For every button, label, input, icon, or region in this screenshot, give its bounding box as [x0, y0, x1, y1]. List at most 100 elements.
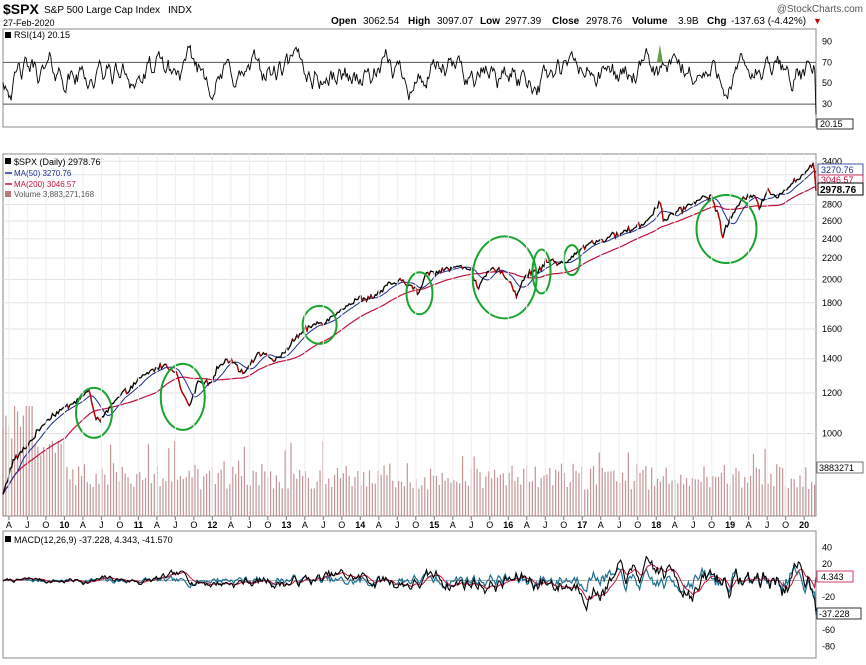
volume-bar — [735, 468, 737, 516]
price-down-segment — [509, 281, 513, 287]
volume-bar — [72, 469, 74, 516]
volume-bar — [429, 468, 432, 516]
price-down-segment — [712, 199, 715, 204]
volume-bar — [720, 472, 723, 516]
volume-bar — [80, 476, 83, 516]
x-tick-label: J — [173, 520, 178, 530]
price-down-segment — [367, 296, 371, 299]
volume-bar — [787, 487, 789, 516]
volume-bar — [685, 477, 688, 516]
price-down-segment — [271, 358, 275, 362]
macd-last-tag-box — [816, 607, 862, 620]
rsi-y-tick: 50 — [822, 78, 832, 88]
volume-bar — [427, 489, 429, 516]
price-down-segment — [286, 347, 289, 351]
volume-bar — [57, 441, 59, 516]
date: 27-Feb-2020 — [3, 18, 55, 28]
volume-bar — [139, 472, 141, 516]
volume-bar — [275, 475, 278, 516]
volume-bar — [691, 477, 693, 516]
volume-bar — [435, 475, 438, 516]
volume-bar — [621, 472, 624, 516]
x-tick-label: J — [691, 520, 696, 530]
volume-bar — [738, 471, 740, 516]
volume-bar — [51, 441, 54, 516]
price-down-segment — [813, 171, 817, 191]
volume-bar — [811, 481, 813, 516]
volume-bar — [147, 443, 150, 516]
signal-last-tag-text: 4.343 — [821, 572, 844, 582]
chg-label: Chg — [707, 16, 726, 27]
volume-bar — [316, 481, 318, 516]
volume-bar — [767, 483, 769, 516]
price-down-segment — [360, 295, 363, 301]
price-down-segment — [296, 334, 299, 338]
volume-bar — [153, 473, 155, 516]
volume-bar — [776, 464, 778, 516]
volume-bar — [584, 489, 586, 516]
pullback-circle — [405, 271, 434, 316]
volume-bar — [744, 476, 746, 516]
volume-bars — [2, 406, 816, 516]
volume-bar — [104, 474, 106, 516]
volume-bar — [208, 470, 211, 516]
x-tick-label: O — [486, 520, 493, 530]
volume-bar — [37, 446, 39, 516]
volume-bar — [110, 444, 112, 516]
x-tick-label: A — [154, 520, 160, 530]
annotation-circles — [74, 193, 758, 439]
volume-bar — [604, 472, 606, 516]
macd-signal-line — [2, 563, 817, 601]
price-down-segment — [176, 375, 180, 382]
price-y-tick: 2000 — [822, 274, 842, 284]
volume-bar — [5, 415, 7, 516]
x-tick-label: A — [80, 520, 86, 530]
volume-bar — [607, 471, 609, 516]
volume-bar — [450, 482, 452, 516]
price-legend-swatch — [5, 158, 11, 164]
volume-bar — [365, 486, 368, 516]
volume-bar — [380, 474, 382, 516]
volume-bar — [610, 471, 612, 516]
volume-bar — [555, 469, 557, 516]
volume-bar — [651, 467, 653, 516]
ma50-last-tag: 3270.76 — [817, 163, 864, 176]
volume-bar — [624, 480, 627, 516]
volume-bar — [374, 483, 376, 516]
volume-bar — [182, 479, 184, 516]
volume-bar — [397, 481, 400, 516]
x-tick-label: 13 — [281, 520, 291, 530]
volume-bar — [206, 473, 208, 516]
volume-bar — [203, 476, 205, 516]
volume-bar — [281, 488, 283, 516]
volume-bar — [185, 477, 187, 516]
volume-bar — [432, 475, 435, 516]
volume-bar — [339, 478, 342, 516]
volume-bar — [243, 446, 246, 516]
volume-bar — [520, 484, 522, 516]
volume-bar — [761, 484, 763, 516]
symbol: $SPX — [3, 1, 39, 17]
volume-bar — [319, 470, 321, 516]
x-tick-label: 19 — [725, 520, 735, 530]
price-y-tick: 2200 — [822, 253, 842, 263]
x-tick-label: O — [190, 520, 197, 530]
price-down-segment — [165, 363, 168, 368]
volume-bar — [633, 480, 635, 516]
volume-legend-swatch — [5, 191, 11, 197]
price-down-segment — [511, 285, 515, 292]
x-tick-label: A — [598, 520, 604, 530]
volume-bar — [78, 466, 80, 516]
volume-bar — [223, 461, 225, 516]
price-down-segment — [88, 389, 91, 395]
volume-bar — [75, 485, 77, 516]
volume-bar — [304, 471, 307, 516]
volume-bar — [270, 471, 272, 516]
price-down-segment — [66, 404, 70, 409]
price-down-segment — [475, 280, 478, 288]
volume-bar — [11, 438, 13, 516]
volume-bar — [28, 406, 30, 516]
volume-bar — [377, 470, 379, 516]
volume-bar — [482, 487, 484, 516]
